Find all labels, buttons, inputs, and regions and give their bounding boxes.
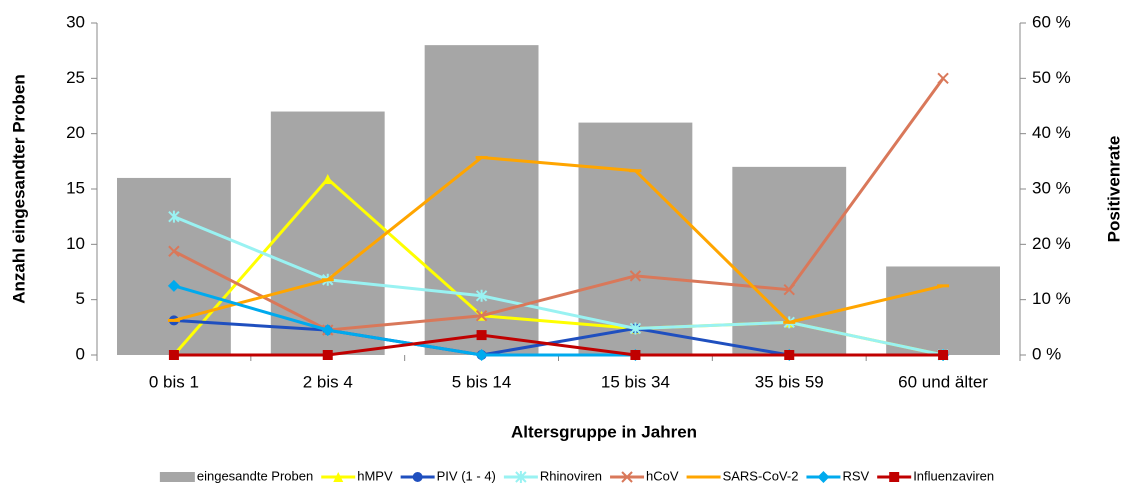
y2-tick-label: 50 % bbox=[1032, 68, 1071, 87]
y2-tick-label: 40 % bbox=[1032, 123, 1071, 142]
data-point bbox=[629, 270, 642, 282]
data-point bbox=[168, 210, 180, 223]
legend-label: hMPV bbox=[357, 468, 393, 483]
bar bbox=[270, 111, 385, 356]
legend-label: SARS-CoV-2 bbox=[723, 468, 799, 483]
x-tick-label: 35 bis 59 bbox=[755, 372, 824, 391]
legend-marker bbox=[333, 472, 344, 482]
data-point bbox=[476, 330, 487, 341]
legend-item: SARS-CoV-2 bbox=[686, 468, 799, 483]
legend-item: hMPV bbox=[321, 468, 393, 483]
legend: eingesandte Proben hMPV PIV (1 - 4) Rhinovi… bbox=[159, 468, 994, 483]
y-axis-title: Anzahl eingesandter Proben bbox=[9, 74, 28, 304]
y-tick-label: 25 bbox=[66, 68, 85, 87]
series-line bbox=[173, 77, 945, 332]
legend-marker bbox=[817, 471, 830, 483]
legend-swatch bbox=[159, 472, 195, 482]
legend-marker bbox=[889, 472, 900, 482]
bar bbox=[424, 45, 539, 356]
x-tick-label: 2 bis 4 bbox=[303, 372, 353, 391]
y2-axis-title: Positivenrate bbox=[1104, 136, 1123, 243]
data-point bbox=[321, 324, 334, 337]
data-point bbox=[629, 322, 642, 335]
legend-item: RSV bbox=[806, 468, 870, 483]
data-point bbox=[322, 350, 333, 360]
data-point bbox=[938, 350, 949, 360]
legend-label: RSV bbox=[842, 468, 869, 483]
bar bbox=[116, 177, 231, 355]
legend-label: hCoV bbox=[646, 468, 679, 483]
legend-marker bbox=[515, 471, 527, 483]
data-point bbox=[783, 283, 795, 296]
y2-tick-label: 0 % bbox=[1032, 344, 1061, 363]
data-point bbox=[168, 350, 179, 360]
data-point bbox=[630, 350, 641, 360]
data-point bbox=[475, 349, 488, 361]
y-tick-label: 30 bbox=[66, 12, 85, 31]
legend-item: PIV (1 - 4) bbox=[400, 468, 496, 483]
y-tick-label: 15 bbox=[66, 178, 85, 197]
data-point bbox=[937, 72, 949, 85]
data-point bbox=[167, 279, 180, 292]
x-tick-label: 0 bis 1 bbox=[149, 372, 199, 391]
series-line bbox=[173, 215, 944, 357]
y2-tick-label: 20 % bbox=[1032, 234, 1071, 253]
legend-label: PIV (1 - 4) bbox=[437, 468, 496, 483]
y2-tick-label: 30 % bbox=[1032, 178, 1071, 197]
y-tick-label: 5 bbox=[76, 289, 85, 308]
data-point bbox=[475, 289, 488, 302]
x-tick-label: 15 bis 34 bbox=[601, 372, 670, 391]
bar bbox=[886, 266, 1001, 355]
legend-item: eingesandte Proben bbox=[159, 468, 313, 483]
bar bbox=[578, 122, 693, 355]
legend-marker bbox=[621, 471, 633, 483]
data-point bbox=[168, 245, 180, 257]
y-tick-label: 10 bbox=[66, 234, 85, 253]
legend-item: Rhinoviren bbox=[503, 468, 602, 483]
legend-label: Influenzaviren bbox=[913, 468, 994, 483]
legend-marker bbox=[412, 472, 423, 482]
data-point bbox=[784, 350, 795, 360]
legend-item: Influenzaviren bbox=[877, 468, 994, 483]
legend-label: Rhinoviren bbox=[540, 468, 602, 483]
y2-tick-label: 60 % bbox=[1032, 12, 1071, 31]
x-axis-title: Altersgruppe in Jahren bbox=[511, 422, 697, 441]
legend-item: hCoV bbox=[610, 468, 679, 483]
x-tick-label: 60 und älter bbox=[898, 372, 988, 391]
data-point bbox=[475, 310, 488, 322]
y-tick-label: 0 bbox=[76, 344, 85, 363]
y2-tick-label: 10 % bbox=[1032, 289, 1071, 308]
data-point bbox=[322, 174, 333, 185]
y-tick-label: 20 bbox=[66, 123, 85, 142]
x-tick-label: 5 bis 14 bbox=[452, 372, 512, 391]
series-line bbox=[173, 333, 944, 357]
series-line bbox=[173, 155, 944, 325]
legend-label: eingesandte Proben bbox=[197, 468, 313, 483]
